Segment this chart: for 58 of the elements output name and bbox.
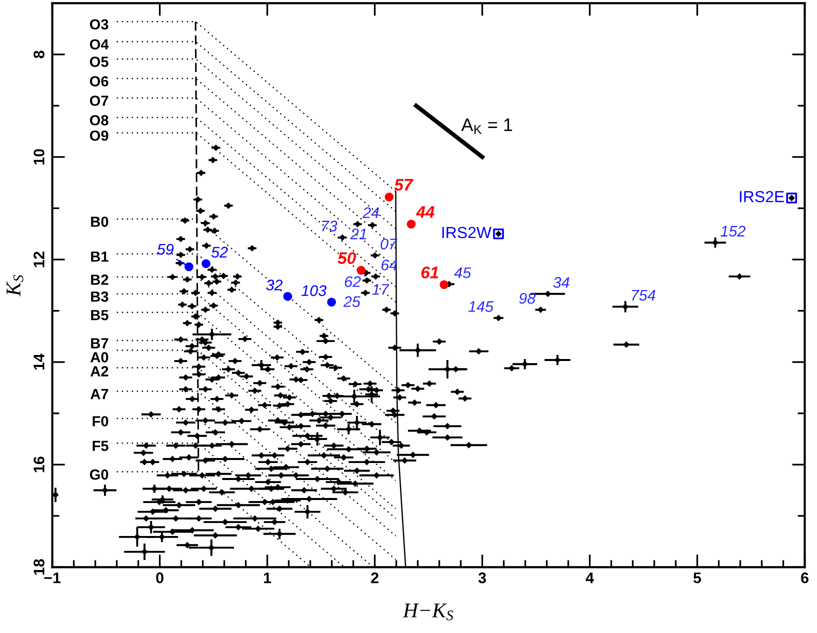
series-label: A2 bbox=[90, 366, 108, 376]
annotation: 145 bbox=[468, 301, 494, 312]
series-label: F5 bbox=[92, 440, 108, 451]
annotation: 32 bbox=[266, 280, 282, 290]
annotation: 21 bbox=[350, 228, 366, 240]
series-label: A7 bbox=[90, 389, 108, 400]
series-label: B0 bbox=[91, 216, 108, 227]
annotation: 61 bbox=[421, 266, 438, 278]
annotation: 103 bbox=[301, 285, 326, 296]
annotation: 24 bbox=[362, 207, 379, 218]
y-tick-label: 10 bbox=[34, 149, 44, 165]
annotation: 152 bbox=[720, 226, 746, 237]
y-tick-label: 18 bbox=[34, 559, 44, 575]
series-label: A0 bbox=[90, 352, 108, 362]
series-label: O3 bbox=[90, 19, 108, 30]
x-axis-title: H−K$_{S}$ bbox=[402, 604, 454, 620]
annotation: 52 bbox=[211, 246, 228, 258]
annotation: 50 bbox=[338, 252, 356, 264]
annotation: 62 bbox=[344, 276, 361, 288]
series-label: G0 bbox=[90, 469, 108, 480]
x-tick-label: 0 bbox=[156, 572, 164, 584]
annotation: 45 bbox=[454, 267, 472, 278]
annotation: IRS2W bbox=[442, 226, 492, 238]
annotation: 754 bbox=[632, 290, 656, 301]
annotation: 73 bbox=[322, 220, 338, 232]
x-tick-label: 2 bbox=[371, 572, 378, 584]
y-tick-label: 14 bbox=[34, 354, 44, 370]
x-tick-label: 4 bbox=[586, 572, 594, 584]
series-label: O6 bbox=[90, 76, 108, 86]
x-tick-label: 3 bbox=[478, 572, 486, 584]
annotation: 57 bbox=[394, 179, 414, 191]
series-label: F0 bbox=[92, 416, 108, 426]
series-label: B3 bbox=[91, 291, 108, 302]
annotation: 34 bbox=[553, 277, 570, 288]
x-tick-label: 5 bbox=[693, 572, 702, 584]
annotation: 44 bbox=[416, 206, 434, 218]
x-tick-label: −1 bbox=[44, 572, 61, 584]
series-label: A$_{K}$ = 1 bbox=[461, 118, 512, 134]
y-tick-label: 8 bbox=[34, 50, 44, 58]
x-tick-label: 6 bbox=[801, 572, 808, 584]
y-tick-label: 12 bbox=[34, 252, 44, 268]
series-label: B2 bbox=[91, 274, 108, 285]
series-label: O4 bbox=[90, 39, 109, 50]
annotation: 98 bbox=[519, 292, 536, 304]
series-label: O9 bbox=[90, 130, 108, 141]
series-label: B5 bbox=[91, 310, 108, 320]
y-tick-label: 16 bbox=[34, 456, 44, 472]
annotation: 17 bbox=[372, 284, 390, 295]
annotation: 25 bbox=[343, 296, 360, 308]
y-axis-title: K$_{S}$ bbox=[6, 274, 24, 296]
annotation: IRS2E bbox=[740, 190, 784, 202]
series-label: B7 bbox=[91, 338, 108, 348]
annotation: 59 bbox=[157, 244, 174, 255]
series-label: O8 bbox=[90, 115, 108, 126]
x-tick-label: 1 bbox=[264, 572, 272, 584]
series-label: O5 bbox=[90, 56, 108, 67]
series-label: O7 bbox=[90, 96, 108, 106]
series-label: B1 bbox=[91, 252, 108, 262]
